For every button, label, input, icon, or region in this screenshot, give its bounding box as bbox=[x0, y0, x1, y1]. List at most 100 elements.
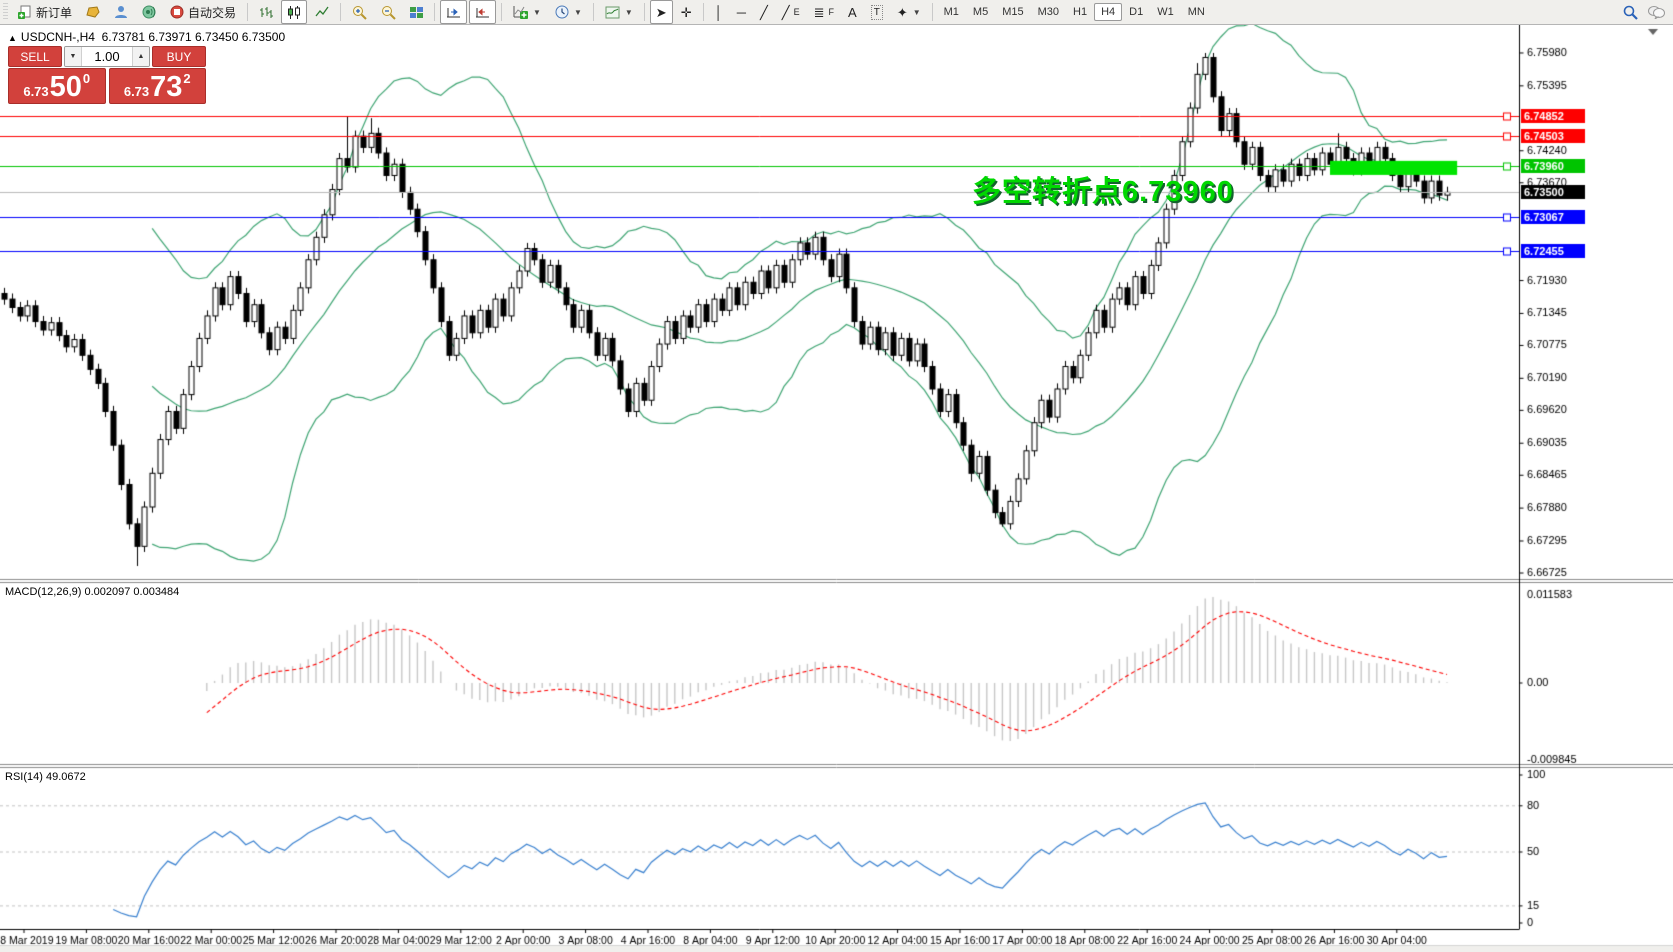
profile-icon bbox=[115, 6, 128, 18]
arrows-icon: ✦ bbox=[896, 4, 908, 20]
toolbar-separator bbox=[247, 3, 249, 21]
auto-scroll-button[interactable] bbox=[440, 0, 468, 24]
toolbar-separator bbox=[931, 3, 933, 21]
timeframe-group: M1 M5 M15 M30 H1 H4 D1 W1 MN bbox=[937, 3, 1212, 21]
toolbar-separator bbox=[340, 3, 342, 21]
sell-price-main: 50 bbox=[49, 71, 82, 103]
zoom-out-icon bbox=[382, 5, 396, 20]
autotrading-icon bbox=[170, 5, 184, 19]
volume-decrease-button[interactable]: ▼ bbox=[65, 47, 82, 66]
sell-button[interactable]: SELL bbox=[8, 46, 62, 67]
main-toolbar: 新订单 自动交易 bbox=[0, 0, 1673, 25]
timeframe-button-M30[interactable]: M30 bbox=[1037, 6, 1060, 18]
gold-symbol-button[interactable] bbox=[80, 0, 106, 24]
timeframe-button-M1[interactable]: M1 bbox=[943, 6, 959, 18]
zoom-in-icon bbox=[353, 5, 367, 20]
profile-button[interactable] bbox=[108, 0, 134, 24]
toolbar-separator bbox=[643, 3, 645, 21]
channel-tool-button[interactable]: ╱ E bbox=[781, 4, 800, 20]
vertical-line-icon: │ bbox=[714, 4, 723, 20]
timeframe-button-MN[interactable]: MN bbox=[1187, 6, 1205, 18]
clock-icon bbox=[555, 5, 569, 19]
timeframe-button-W1[interactable]: W1 bbox=[1157, 6, 1174, 18]
sell-price-pip: 0 bbox=[82, 71, 91, 86]
trendline-tool-button[interactable]: ╱ bbox=[754, 0, 774, 24]
text-label-tool-button[interactable]: T bbox=[865, 0, 889, 24]
crosshair-icon: ✛ bbox=[680, 4, 692, 20]
timeframe-button-H1[interactable]: H1 bbox=[1073, 6, 1088, 18]
crosshair-tool-button[interactable]: ✛ bbox=[675, 0, 698, 24]
bar-chart-button[interactable] bbox=[253, 0, 279, 24]
toolbar-separator bbox=[592, 3, 594, 21]
line-chart-button[interactable] bbox=[309, 0, 335, 24]
auto-scroll-icon bbox=[447, 7, 461, 17]
periods-button[interactable]: ▼ bbox=[549, 0, 588, 24]
sell-price-prefix: 6.73 bbox=[23, 84, 49, 99]
new-order-button[interactable]: 新订单 bbox=[12, 0, 78, 24]
search-icon[interactable] bbox=[1623, 5, 1638, 20]
vertical-line-tool-button[interactable]: │ bbox=[709, 0, 729, 24]
cursor-icon: ➤ bbox=[655, 4, 667, 20]
dropdown-arrow-icon: ▼ bbox=[533, 7, 541, 17]
zoom-out-button[interactable] bbox=[375, 0, 402, 24]
volume-input[interactable]: 1.00 bbox=[94, 49, 120, 64]
chat-icon[interactable] bbox=[1648, 5, 1665, 19]
text-tool-button[interactable]: A bbox=[842, 0, 863, 24]
cursor-tool-button[interactable]: ➤ bbox=[649, 0, 673, 24]
tile-windows-icon bbox=[410, 6, 424, 18]
one-click-trade-panel: SELL ▼ 1.00 ▲ BUY 6.73 50 0 6.73 73 2 bbox=[8, 46, 206, 104]
channel-icon: ╱ bbox=[781, 4, 790, 20]
line-chart-icon bbox=[315, 6, 329, 16]
dropdown-arrow-icon: ▼ bbox=[912, 7, 921, 17]
zoom-in-button[interactable] bbox=[346, 0, 373, 24]
arrows-tool-button[interactable]: ✦ ▼ bbox=[891, 0, 927, 24]
toolbar-separator bbox=[501, 3, 503, 21]
indicators-icon bbox=[513, 6, 529, 19]
tile-windows-button[interactable] bbox=[404, 0, 429, 24]
candlestick-chart-icon bbox=[288, 5, 301, 19]
fibonacci-icon: ≣ bbox=[813, 4, 825, 20]
trendline-icon: ╱ bbox=[759, 4, 768, 20]
signals-button[interactable] bbox=[136, 0, 162, 24]
dropdown-arrow-icon: ▼ bbox=[573, 7, 582, 17]
horizontal-line-icon: ─ bbox=[736, 4, 746, 20]
volume-increase-button[interactable]: ▲ bbox=[132, 47, 149, 66]
text-tool-icon: A bbox=[848, 4, 857, 20]
autotrading-button[interactable]: 自动交易 bbox=[164, 0, 242, 24]
timeframe-button-D1[interactable]: D1 bbox=[1129, 6, 1144, 18]
dropdown-arrow-icon: ▼ bbox=[624, 7, 633, 17]
gold-icon bbox=[86, 6, 100, 18]
templates-icon bbox=[605, 6, 620, 18]
chart-shift-icon bbox=[476, 7, 490, 17]
toolbar-separator bbox=[434, 3, 436, 21]
toolbar-grip[interactable] bbox=[3, 3, 8, 21]
collapse-arrow-icon[interactable]: ▲ bbox=[8, 33, 17, 43]
volume-stepper: ▼ 1.00 ▲ bbox=[64, 46, 150, 67]
timeframe-button-M15[interactable]: M15 bbox=[1002, 6, 1024, 18]
buy-price-main: 73 bbox=[150, 71, 183, 103]
signals-icon bbox=[142, 5, 156, 19]
symbol-ohlc-values: 6.73781 6.73971 6.73450 6.73500 bbox=[101, 30, 286, 44]
sell-price-button[interactable]: 6.73 50 0 bbox=[8, 68, 106, 104]
text-label-icon: T bbox=[870, 4, 883, 20]
candlestick-chart-button[interactable] bbox=[281, 0, 308, 24]
templates-button[interactable]: ▼ bbox=[599, 0, 639, 24]
chart-annotation-text: 多空转折点6.73960 bbox=[972, 176, 1234, 208]
bar-chart-icon bbox=[260, 6, 274, 18]
timeframe-button-M5[interactable]: M5 bbox=[972, 6, 989, 18]
symbol-header: ▲ USDCNH-,H4 6.73781 6.73971 6.73450 6.73… bbox=[8, 30, 285, 44]
new-order-icon bbox=[18, 5, 31, 19]
timeframe-button-H4[interactable]: H4 bbox=[1094, 3, 1123, 21]
horizontal-line-tool-button[interactable]: ─ bbox=[731, 0, 752, 24]
symbol-name: USDCNH-,H4 bbox=[20, 30, 95, 44]
buy-price-pip: 2 bbox=[183, 71, 191, 86]
fibonacci-tool-button[interactable]: ≣ F bbox=[813, 4, 835, 20]
indicators-button[interactable]: ▼ bbox=[507, 0, 547, 24]
buy-button[interactable]: BUY bbox=[152, 46, 206, 67]
buy-price-button[interactable]: 6.73 73 2 bbox=[108, 68, 206, 104]
chart-shift-button[interactable] bbox=[469, 0, 497, 24]
rsi-indicator-label: RSI(14) 49.0672 bbox=[5, 771, 86, 783]
